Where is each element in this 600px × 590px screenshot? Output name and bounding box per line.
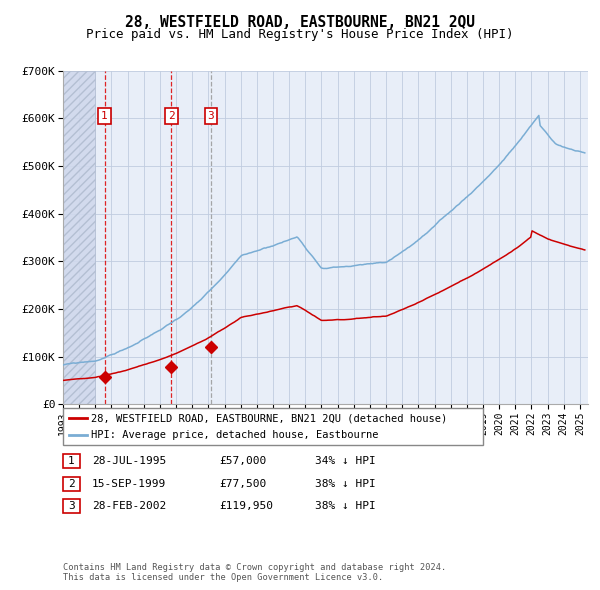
Text: 2: 2 [168, 111, 175, 121]
Text: £57,000: £57,000 [219, 457, 266, 466]
Text: £119,950: £119,950 [219, 502, 273, 511]
Text: 3: 3 [68, 502, 75, 511]
Text: 38% ↓ HPI: 38% ↓ HPI [315, 502, 376, 511]
Text: £77,500: £77,500 [219, 479, 266, 489]
Text: 28, WESTFIELD ROAD, EASTBOURNE, BN21 2QU (detached house): 28, WESTFIELD ROAD, EASTBOURNE, BN21 2QU… [91, 414, 447, 423]
Text: 1: 1 [101, 111, 108, 121]
Text: 1: 1 [68, 457, 75, 466]
Text: 28-JUL-1995: 28-JUL-1995 [92, 457, 166, 466]
Text: 38% ↓ HPI: 38% ↓ HPI [315, 479, 376, 489]
Text: 15-SEP-1999: 15-SEP-1999 [92, 479, 166, 489]
Text: HPI: Average price, detached house, Eastbourne: HPI: Average price, detached house, East… [91, 431, 378, 440]
Text: Price paid vs. HM Land Registry's House Price Index (HPI): Price paid vs. HM Land Registry's House … [86, 28, 514, 41]
Bar [63, 71, 95, 404]
Text: 28, WESTFIELD ROAD, EASTBOURNE, BN21 2QU: 28, WESTFIELD ROAD, EASTBOURNE, BN21 2QU [125, 15, 475, 30]
Text: 2: 2 [68, 479, 75, 489]
Text: Contains HM Land Registry data © Crown copyright and database right 2024.
This d: Contains HM Land Registry data © Crown c… [63, 563, 446, 582]
Text: 3: 3 [208, 111, 214, 121]
Text: 28-FEB-2002: 28-FEB-2002 [92, 502, 166, 511]
Text: 34% ↓ HPI: 34% ↓ HPI [315, 457, 376, 466]
